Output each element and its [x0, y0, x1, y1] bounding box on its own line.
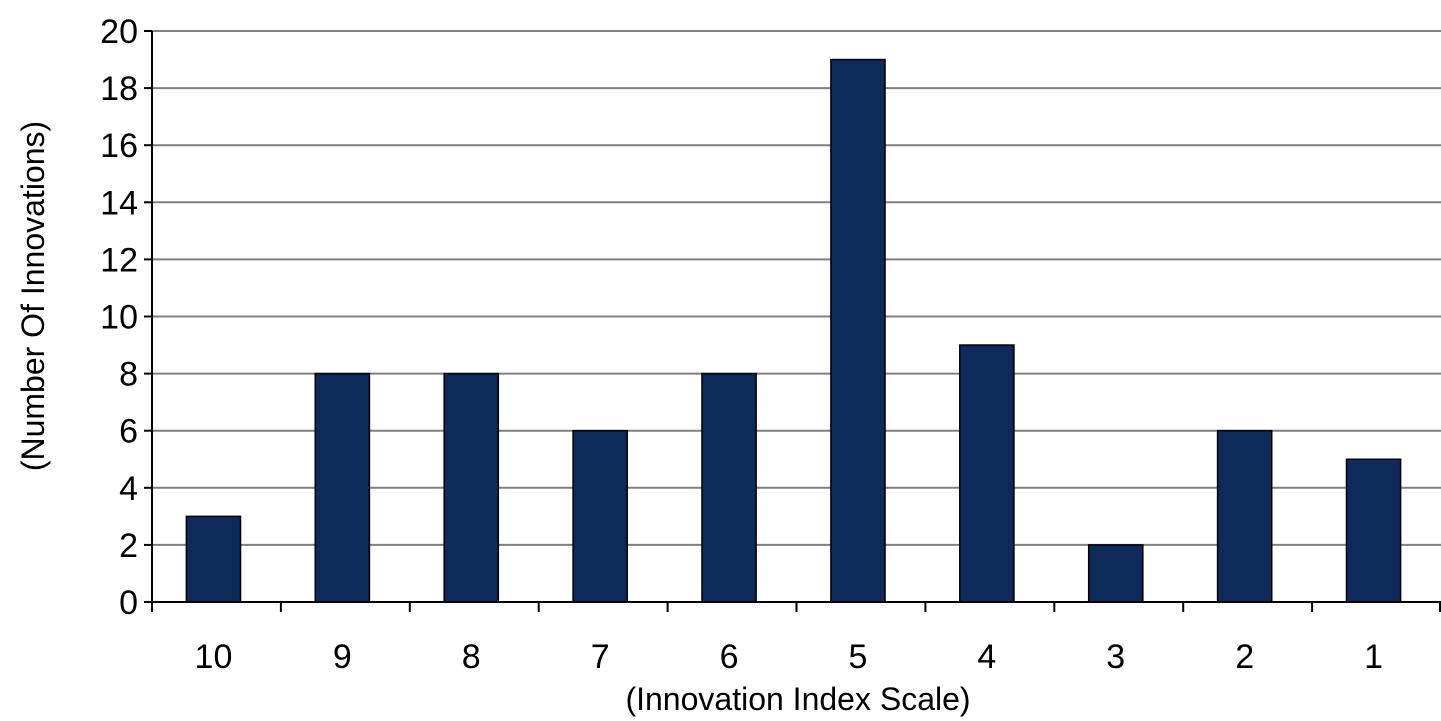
x-tick-label: 4: [977, 638, 996, 676]
y-axis-title: (Number Of Innovations): [15, 121, 51, 471]
x-tick-label: 1: [1364, 638, 1383, 676]
x-tick-label: 6: [720, 638, 739, 676]
x-tick-label: 8: [462, 638, 481, 676]
x-tick-label: 10: [195, 638, 233, 676]
y-tick-label: 4: [119, 470, 138, 508]
y-tick-label: 10: [100, 299, 138, 337]
y-tick-label: 14: [100, 184, 138, 222]
bar-3: [1087, 544, 1144, 603]
y-tick-label: 2: [119, 527, 138, 565]
bar-5: [830, 58, 886, 603]
y-tick-label: 0: [119, 584, 138, 622]
bar-2: [1216, 429, 1273, 603]
bar-7: [572, 429, 628, 603]
y-tick-label: 16: [100, 127, 138, 165]
bar-9: [314, 372, 371, 603]
x-tick-label: 5: [848, 638, 867, 676]
x-tick-label: 2: [1235, 638, 1254, 676]
y-tick-label: 18: [100, 70, 138, 108]
bar-4: [959, 344, 1015, 603]
x-axis-title: (Innovation Index Scale): [625, 681, 970, 717]
axes: [144, 30, 1441, 612]
x-tick-label: 3: [1106, 638, 1125, 676]
x-tick-label: 9: [333, 638, 352, 676]
x-tick-labels: 10 9 8 7 6 5 4 3 2 1: [195, 638, 1383, 676]
y-tick-label: 6: [119, 413, 138, 451]
bar-8: [443, 372, 500, 603]
y-tick-label: 20: [100, 13, 138, 51]
y-tick-label: 12: [100, 241, 138, 279]
x-tick-label: 7: [591, 638, 610, 676]
bars: [185, 58, 1402, 603]
bar-10: [185, 515, 242, 603]
y-tick-label: 8: [119, 356, 138, 394]
y-tick-labels: 0 2 4 6 8 10 12 14 16 18 20: [100, 13, 138, 622]
bar-1: [1345, 458, 1402, 603]
bar-6: [701, 372, 757, 603]
